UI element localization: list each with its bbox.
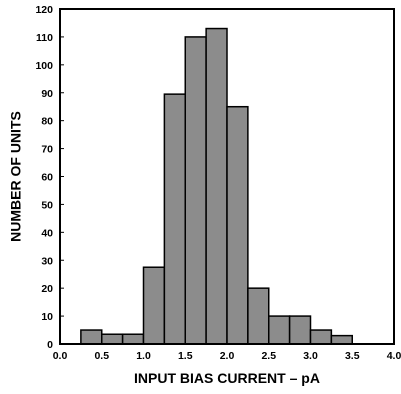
histogram-bar (247, 287, 270, 345)
x-tick-label: 2.5 (261, 350, 276, 362)
histogram-bar (101, 333, 124, 345)
y-tick-label: 60 (41, 172, 53, 184)
histogram-bar (80, 329, 103, 345)
histogram-bar (309, 329, 333, 345)
y-tick-label: 90 (41, 88, 53, 100)
y-tick-label: 80 (41, 116, 53, 128)
plot-frame (59, 8, 395, 345)
y-tick-label: 0 (47, 339, 53, 351)
y-tick-label: 40 (41, 227, 53, 239)
y-tick-label: 20 (41, 283, 53, 295)
histogram-bar (268, 315, 291, 345)
y-tick-label: 110 (36, 32, 53, 44)
histogram-bar (121, 333, 145, 345)
y-axis-title: NUMBER OF UNITS (8, 111, 24, 242)
y-tick-label: 70 (41, 144, 53, 156)
histogram-bar (142, 266, 166, 345)
y-tick-label: 30 (41, 255, 53, 267)
tick-labels-layer: 0 10 20 30 40 50 60 70 80 90 100 110 120 0.0 0.5 1.0 1.5… (35, 4, 401, 362)
y-tick-label: 50 (41, 199, 53, 211)
y-tick-label: 100 (35, 60, 53, 72)
x-tick-label: 4.0 (387, 350, 401, 362)
histogram-bar (184, 36, 207, 345)
histogram-bar (330, 334, 353, 345)
x-tick-label: 1.0 (136, 350, 151, 362)
bars-layer (80, 27, 353, 345)
x-tick-label: 3.0 (303, 350, 318, 362)
x-tick-label: 2.0 (220, 350, 235, 362)
histogram-bar (288, 315, 312, 345)
x-axis-title: INPUT BIAS CURRENT – pA (134, 370, 320, 386)
histogram-bar (163, 93, 186, 345)
x-tick-label: 0.5 (94, 350, 109, 362)
histogram-bar (205, 27, 228, 345)
y-tick-label: 10 (41, 311, 53, 323)
x-tick-label: 1.5 (178, 350, 193, 362)
histogram-bar (226, 105, 249, 345)
x-tick-label: 0.0 (53, 350, 68, 362)
y-tick-label: 120 (35, 4, 53, 16)
x-tick-label: 3.5 (345, 350, 360, 362)
